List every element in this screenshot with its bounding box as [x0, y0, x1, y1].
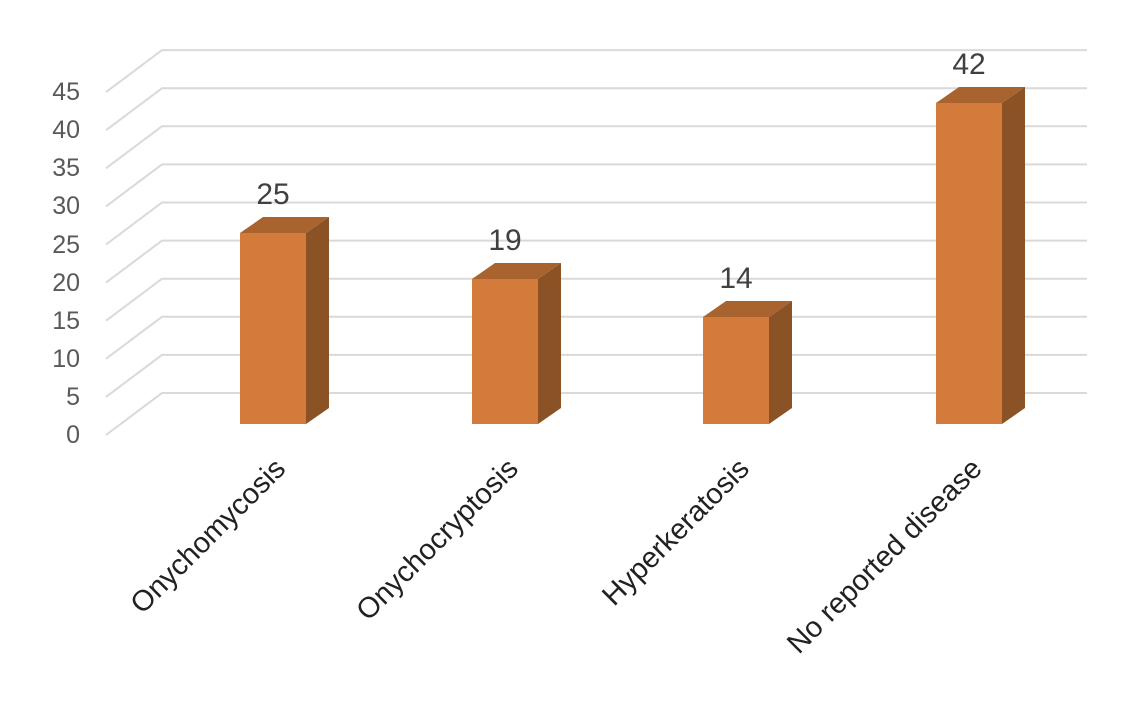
gridline-35 [105, 125, 1087, 170]
gridline-20 [105, 239, 1087, 284]
gridline-40 [105, 87, 1087, 131]
bar-front-face [472, 279, 538, 424]
bar-side-face [538, 263, 561, 424]
bar-top-face [472, 263, 561, 279]
bar-top-face [703, 301, 792, 317]
gridline-30 [105, 163, 1087, 208]
bar-0 [240, 217, 329, 424]
bar-front-face [240, 233, 306, 424]
bar-top-face [240, 217, 329, 233]
bar-side-face [306, 217, 329, 424]
gridline-45 [105, 49, 1087, 93]
bar-2 [703, 301, 792, 424]
bar-side-face [769, 301, 792, 424]
bar-3 [936, 87, 1025, 424]
bar-side-face [1002, 87, 1025, 424]
gridline-15 [105, 277, 1087, 322]
gridline-25 [105, 201, 1087, 246]
bar-front-face [936, 103, 1002, 424]
bar-top-face [936, 87, 1025, 103]
bar-1 [472, 263, 561, 424]
bar-front-face [703, 317, 769, 424]
